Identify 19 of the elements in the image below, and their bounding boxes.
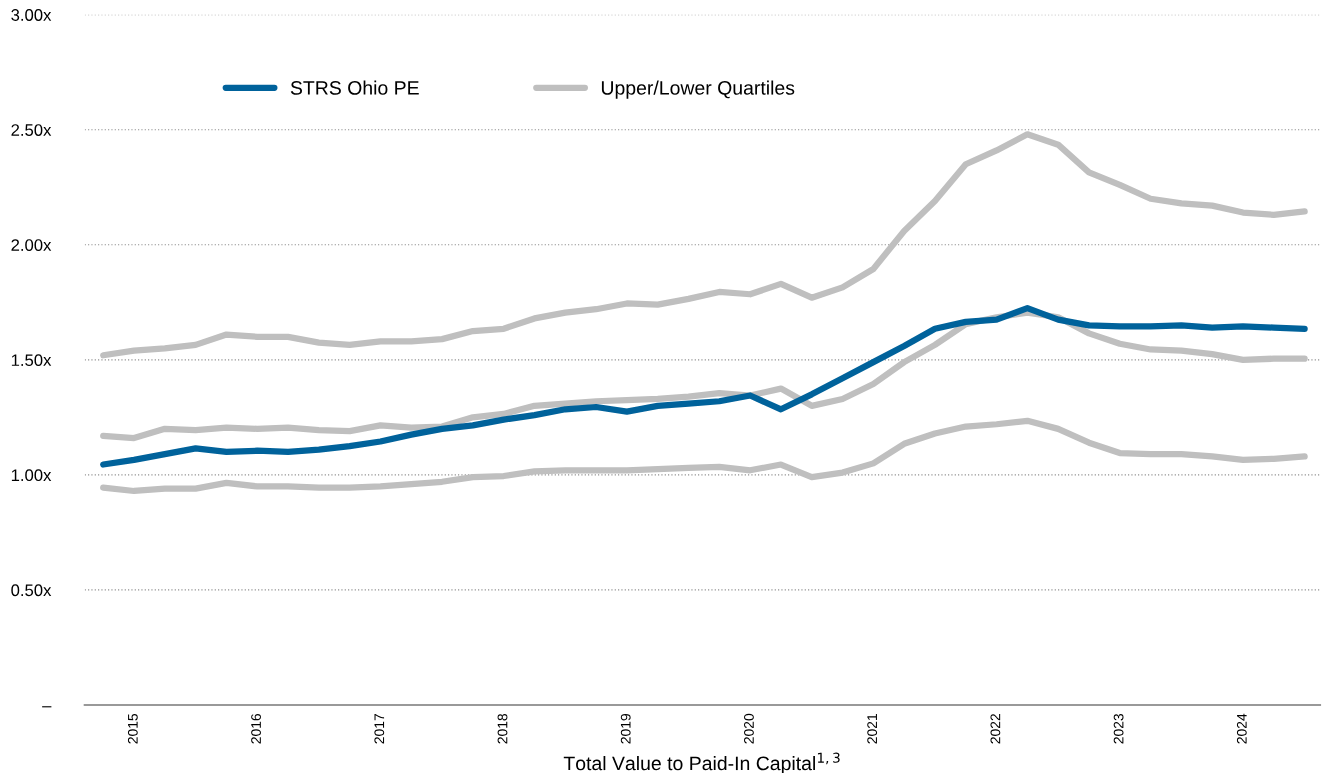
- y-tick-label: –: [42, 706, 52, 708]
- y-tick-label: 1.00x: [11, 469, 52, 482]
- x-tick-label: 2022: [990, 714, 1001, 744]
- x-tick-label: 2019: [620, 713, 631, 744]
- x-tick-label: 2021: [867, 713, 878, 744]
- y-tick-label: 2.50x: [11, 124, 52, 136]
- y-tick-label: 2.00x: [11, 239, 52, 251]
- legend-label: Upper/Lower Quartiles: [601, 80, 795, 99]
- x-tick-label: 2017: [374, 714, 385, 744]
- y-tick-label: 3.00x: [11, 9, 52, 21]
- x-tick-label: 2023: [1113, 713, 1124, 744]
- x-tick-label: 2020: [744, 713, 754, 744]
- legend-label: STRS Ohio PE: [290, 80, 419, 95]
- x-tick-label: 2016: [251, 713, 261, 744]
- x-tick-label: 2015: [127, 713, 138, 744]
- y-tick-label: 1.50x: [11, 354, 52, 367]
- y-tick-label: 0.50x: [11, 584, 52, 597]
- x-tick-label: 2018: [497, 713, 508, 744]
- x-tick-label: 2024: [1236, 713, 1247, 744]
